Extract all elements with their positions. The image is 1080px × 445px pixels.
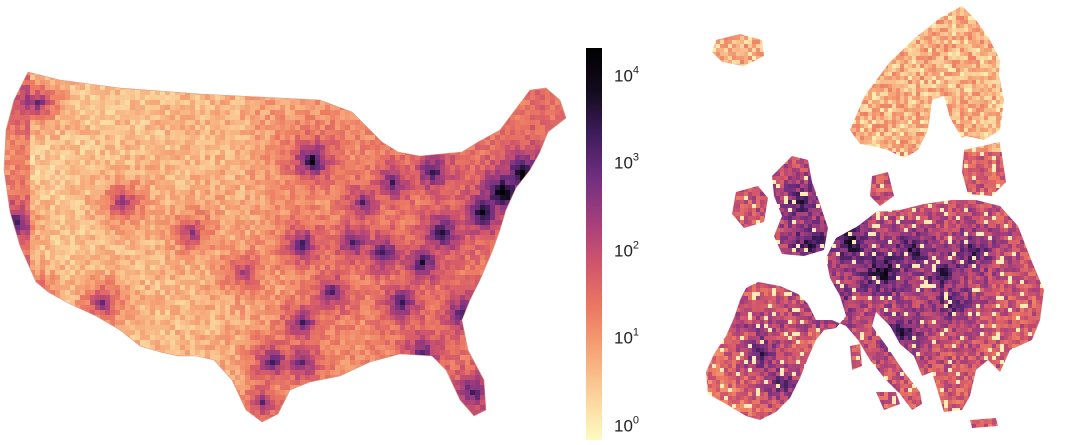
tick-base: 10 [614, 241, 633, 261]
europe-density-layer [706, 6, 1044, 428]
tick-base: 10 [614, 328, 633, 348]
tick-exponent: 3 [632, 152, 640, 164]
colorbar-tick-label: 103 [614, 152, 640, 174]
colorbar-gradient [586, 48, 602, 440]
colorbar-tick-label: 102 [614, 239, 640, 262]
colorbar-tick-label: 104 [614, 64, 640, 86]
europe-map-canvas [706, 6, 1044, 428]
tick-exponent: 4 [632, 64, 640, 77]
us-map-canvas [3, 71, 567, 423]
colorbar-tick-label: 100 [614, 414, 640, 437]
us-density-map [0, 60, 570, 430]
colorbar [586, 48, 602, 440]
tick-exponent: 2 [632, 239, 640, 252]
colorbar-tick-label: 101 [614, 327, 640, 349]
tick-base: 10 [614, 66, 633, 86]
europe-density-map [700, 0, 1080, 445]
tick-exponent: 0 [632, 414, 640, 427]
tick-exponent: 1 [632, 327, 640, 340]
us-density-layer [4, 72, 566, 422]
tick-base: 10 [614, 153, 633, 173]
tick-base: 10 [614, 416, 633, 436]
